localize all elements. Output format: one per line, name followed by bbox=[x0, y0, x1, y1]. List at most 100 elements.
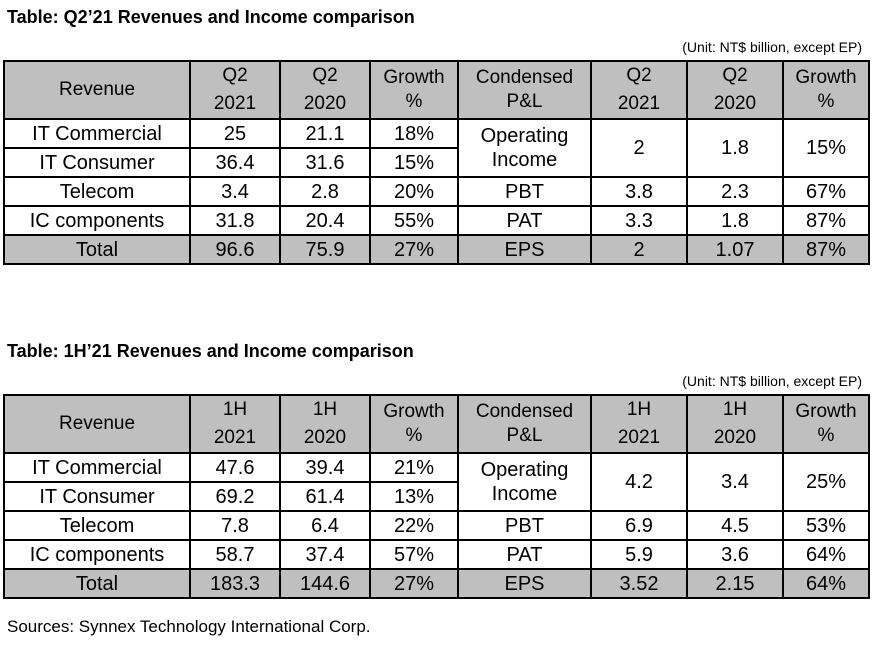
eps-a: 3.52 bbox=[590, 568, 688, 599]
revenue-growth: 22% bbox=[369, 510, 459, 541]
header-pl-growth: Growth% bbox=[782, 60, 870, 120]
pl-growth: 15% bbox=[782, 118, 870, 178]
header-pl-period-b: Q2 2020 bbox=[686, 60, 784, 120]
header-rev-period-a: 1H 2021 bbox=[189, 394, 281, 454]
revenue-value-a: 7.8 bbox=[189, 510, 281, 541]
pl-value-a: 2 bbox=[590, 118, 688, 178]
pl-growth: 53% bbox=[782, 510, 870, 541]
header-pl-period-a: Q2 2021 bbox=[590, 60, 688, 120]
revenue-total-b: 144.6 bbox=[279, 568, 371, 599]
header-revenue: Revenue bbox=[3, 394, 191, 454]
revenue-label: IT Consumer bbox=[3, 481, 191, 512]
revenue-value-b: 20.4 bbox=[279, 205, 371, 236]
pl-growth: 67% bbox=[782, 176, 870, 207]
pl-value-b: 3.4 bbox=[686, 452, 784, 512]
revenue-label: IT Consumer bbox=[3, 147, 191, 178]
eps-label: EPS bbox=[457, 568, 592, 599]
header-rev-growth: Growth% bbox=[369, 60, 459, 120]
eps-a: 2 bbox=[590, 234, 688, 265]
revenue-growth: 20% bbox=[369, 176, 459, 207]
revenue-total-label: Total bbox=[3, 234, 191, 265]
header-condensed-pl: Condensed P&L bbox=[457, 60, 592, 120]
revenue-label: IT Commercial bbox=[3, 118, 191, 149]
revenue-label: IC components bbox=[3, 205, 191, 236]
revenue-value-a: 69.2 bbox=[189, 481, 281, 512]
revenue-value-b: 2.8 bbox=[279, 176, 371, 207]
revenue-value-a: 36.4 bbox=[189, 147, 281, 178]
eps-growth: 87% bbox=[782, 234, 870, 265]
header-pl-period-a: 1H 2021 bbox=[590, 394, 688, 454]
revenue-value-b: 31.6 bbox=[279, 147, 371, 178]
eps-label: EPS bbox=[457, 234, 592, 265]
revenue-growth: 55% bbox=[369, 205, 459, 236]
table-row: Telecom 7.8 6.4 22% PBT 6.9 4.5 53% bbox=[3, 510, 870, 541]
revenue-total-growth: 27% bbox=[369, 568, 459, 599]
pl-value-a: 3.8 bbox=[590, 176, 688, 207]
table-total-row: Total 183.3 144.6 27% EPS 3.52 2.15 64% bbox=[3, 568, 870, 599]
pl-growth: 87% bbox=[782, 205, 870, 236]
pl-value-b: 4.5 bbox=[686, 510, 784, 541]
header-pl-growth: Growth% bbox=[782, 394, 870, 454]
revenue-value-a: 25 bbox=[189, 118, 281, 149]
header-condensed-pl: Condensed P&L bbox=[457, 394, 592, 454]
pl-value-a: 6.9 bbox=[590, 510, 688, 541]
revenue-total-b: 75.9 bbox=[279, 234, 371, 265]
table-row: Telecom 3.4 2.8 20% PBT 3.8 2.3 67% bbox=[3, 176, 870, 207]
revenue-value-a: 47.6 bbox=[189, 452, 281, 483]
revenue-growth: 13% bbox=[369, 481, 459, 512]
pl-value-b: 2.3 bbox=[686, 176, 784, 207]
table-1-unit-note: (Unit: NT$ billion, except EP) bbox=[682, 39, 862, 55]
pl-label: PBT bbox=[457, 510, 592, 541]
table-1: Revenue Q2 2021 Q2 2020 Growth% Condensed P… bbox=[3, 60, 870, 265]
pl-value-a: 4.2 bbox=[590, 452, 688, 512]
eps-b: 2.15 bbox=[686, 568, 784, 599]
pl-value-b: 1.8 bbox=[686, 118, 784, 178]
revenue-growth: 21% bbox=[369, 452, 459, 483]
revenue-label: Telecom bbox=[3, 176, 191, 207]
revenue-value-a: 3.4 bbox=[189, 176, 281, 207]
revenue-value-a: 58.7 bbox=[189, 539, 281, 570]
revenue-growth: 18% bbox=[369, 118, 459, 149]
table-row: IT Commercial 25 21.1 18% Operating Incom… bbox=[3, 118, 870, 178]
header-rev-period-a: Q2 2021 bbox=[189, 60, 281, 120]
revenue-value-b: 21.1 bbox=[279, 118, 371, 149]
revenue-total-a: 96.6 bbox=[189, 234, 281, 265]
table-row: IT Consumer 69.2 61.4 13% bbox=[3, 481, 869, 512]
pl-label: Operating Income bbox=[457, 118, 592, 178]
revenue-label: IC components bbox=[3, 539, 191, 570]
header-rev-period-b: 1H 2020 bbox=[279, 394, 371, 454]
pl-label: PBT bbox=[457, 176, 592, 207]
revenue-label: IT Commercial bbox=[3, 452, 191, 483]
table-row: IC components 31.8 20.4 55% PAT 3.3 1.8 … bbox=[3, 205, 870, 236]
pl-label: PAT bbox=[457, 539, 592, 570]
table-row: IC components 58.7 37.4 57% PAT 5.9 3.6 … bbox=[3, 539, 870, 570]
table-2-header-row: Revenue 1H 2021 1H 2020 Growth% Condensed P… bbox=[3, 394, 870, 454]
table-2-title: Table: 1H’21 Revenues and Income compari… bbox=[7, 341, 414, 361]
table-row: IT Consumer 36.4 31.6 15% bbox=[3, 147, 869, 178]
pl-value-b: 1.8 bbox=[686, 205, 784, 236]
table-total-row: Total 96.6 75.9 27% EPS 2 1.07 87% bbox=[3, 234, 870, 265]
revenue-label: Telecom bbox=[3, 510, 191, 541]
revenue-value-b: 39.4 bbox=[279, 452, 371, 483]
revenue-total-growth: 27% bbox=[369, 234, 459, 265]
revenue-value-a: 31.8 bbox=[189, 205, 281, 236]
pl-value-a: 3.3 bbox=[590, 205, 688, 236]
revenue-total-a: 183.3 bbox=[189, 568, 281, 599]
table-1-header-row: Revenue Q2 2021 Q2 2020 Growth% Condensed P… bbox=[3, 60, 870, 120]
pl-growth: 64% bbox=[782, 539, 870, 570]
revenue-total-label: Total bbox=[3, 568, 191, 599]
pl-label: Operating Income bbox=[457, 452, 592, 512]
revenue-growth: 57% bbox=[369, 539, 459, 570]
revenue-value-b: 6.4 bbox=[279, 510, 371, 541]
header-revenue: Revenue bbox=[3, 60, 191, 120]
table-1-title: Table: Q2’21 Revenues and Income compari… bbox=[7, 7, 415, 27]
table-2-unit-note: (Unit: NT$ billion, except EP) bbox=[682, 373, 862, 389]
pl-value-a: 5.9 bbox=[590, 539, 688, 570]
revenue-value-b: 61.4 bbox=[279, 481, 371, 512]
header-rev-growth: Growth% bbox=[369, 394, 459, 454]
pl-growth: 25% bbox=[782, 452, 870, 512]
pl-label: PAT bbox=[457, 205, 592, 236]
sources-note: Sources: Synnex Technology International… bbox=[7, 617, 371, 636]
table-2: Revenue 1H 2021 1H 2020 Growth% Condensed P… bbox=[3, 394, 870, 599]
table-row: IT Commercial 47.6 39.4 21% Operating Inc… bbox=[3, 452, 870, 512]
